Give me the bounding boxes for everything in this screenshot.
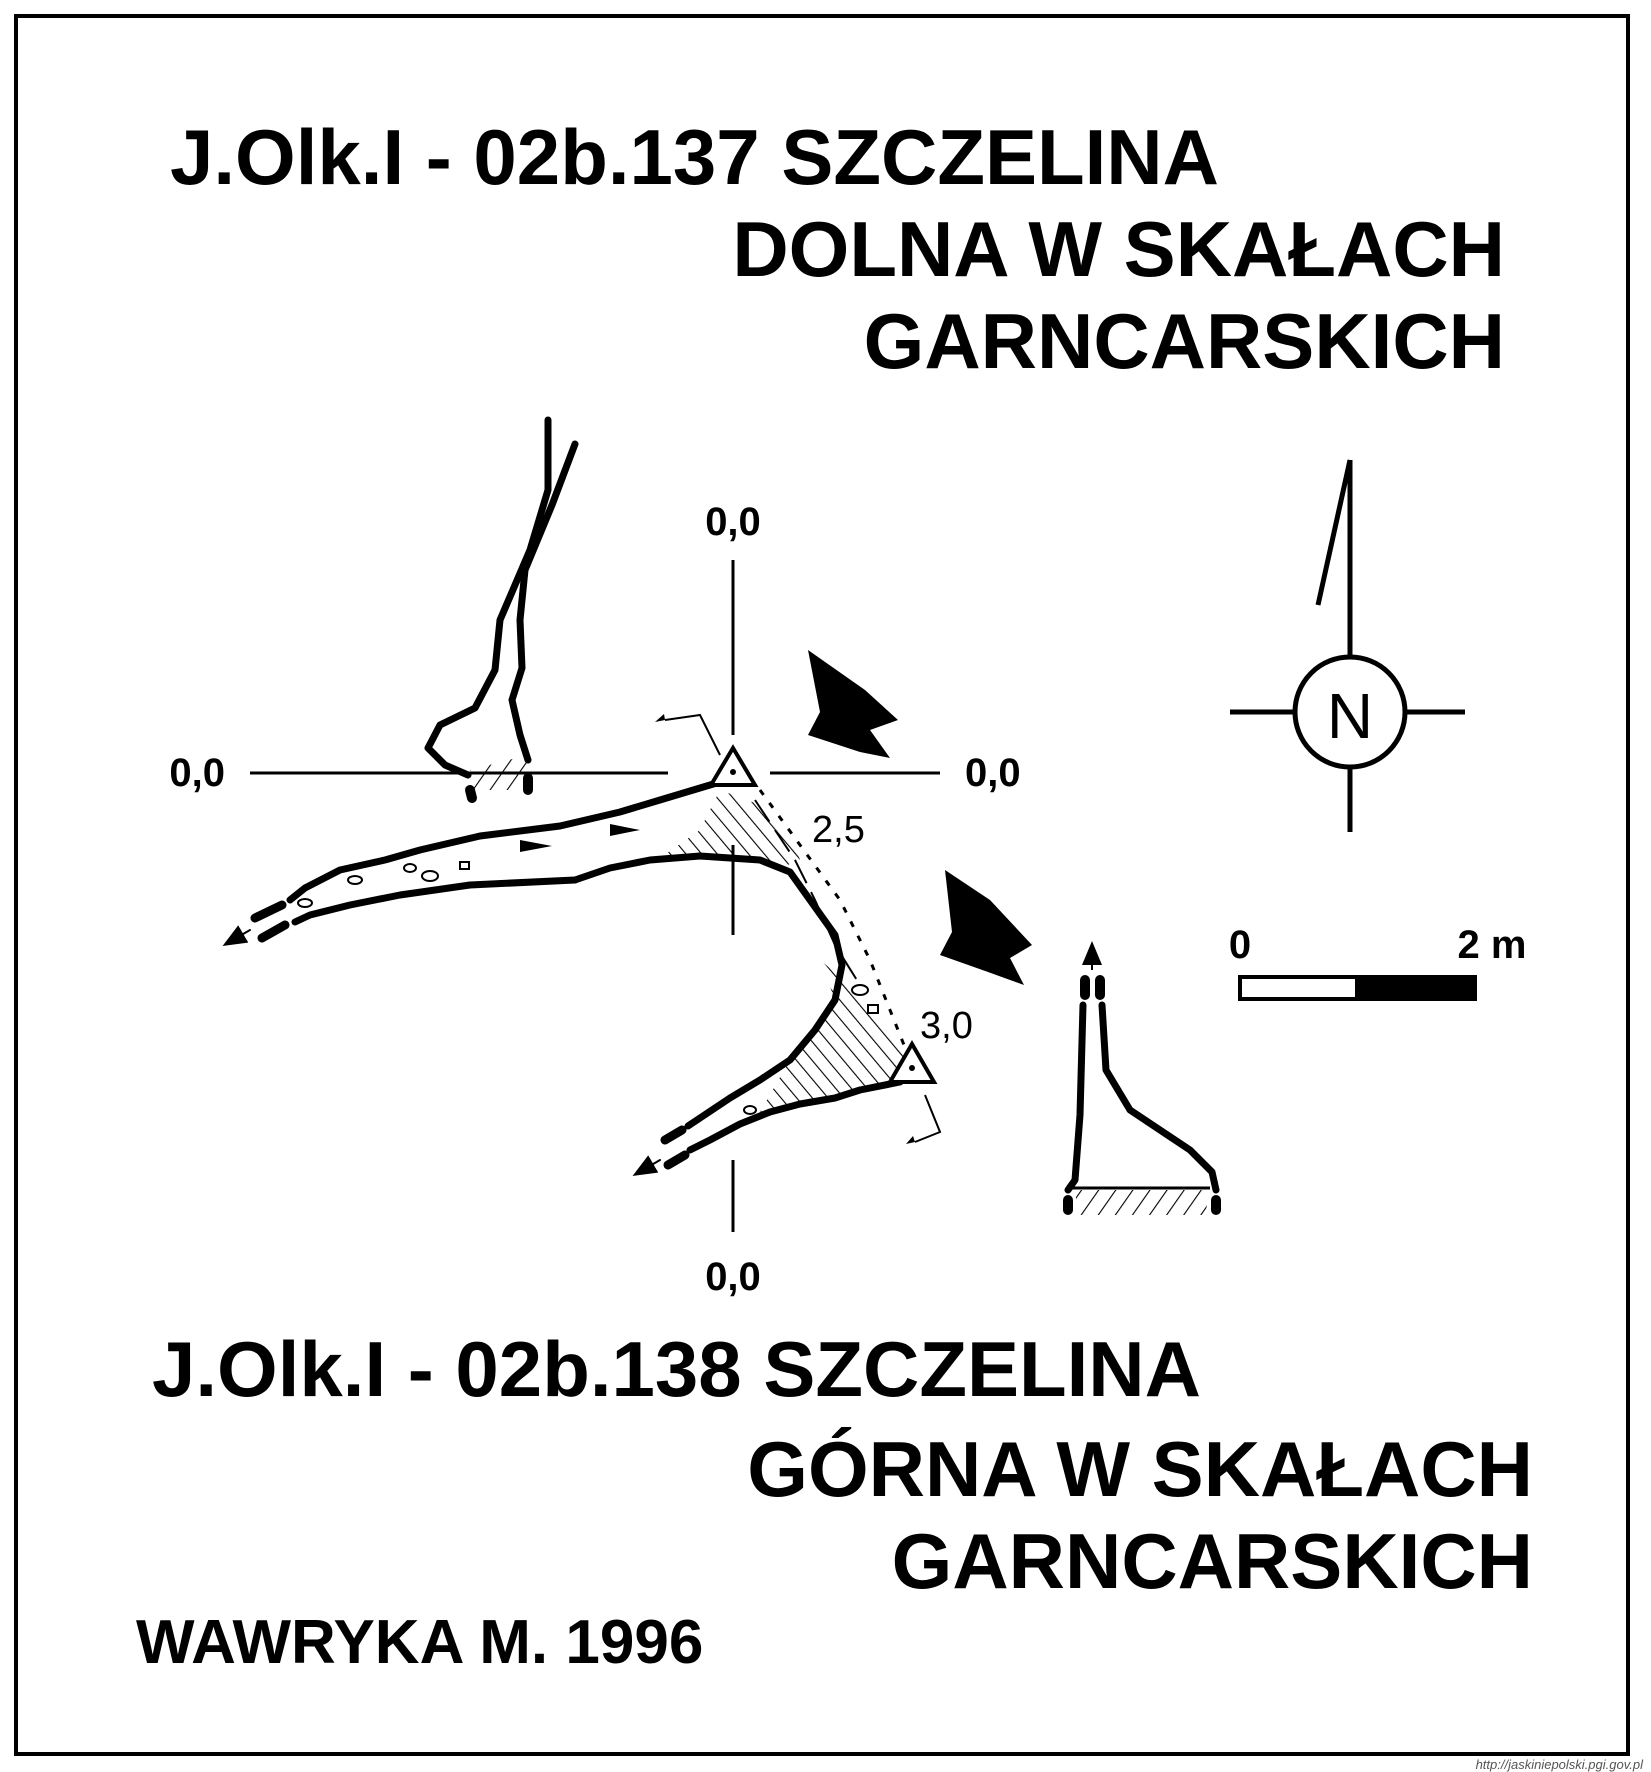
upper-cave-section xyxy=(424,416,579,803)
dashed-edge xyxy=(754,799,861,986)
rock-symbols xyxy=(297,861,879,1115)
lower-cave-title-line-2: GÓRNA W SKAŁACH xyxy=(747,1425,1533,1513)
upper-deposit-hatch xyxy=(660,790,800,868)
depth-label-lower: 3,0 xyxy=(920,1005,973,1047)
north-compass: N xyxy=(1230,459,1465,832)
axis-label-left: 0,0 xyxy=(169,751,225,795)
map-frame xyxy=(14,14,1630,1756)
entrance-lower-marker xyxy=(886,1040,942,1144)
author-credit: WAWRYKA M. 1996 xyxy=(136,1608,704,1677)
upper-cave-title-line-1: J.Olk.I - 02b.137 SZCZELINA xyxy=(170,113,1219,201)
passage-arrow-1 xyxy=(520,840,552,852)
north-arrow-icon xyxy=(1315,459,1353,606)
scale-end-label: 2 m xyxy=(1458,923,1527,967)
axis-label-right: 0,0 xyxy=(965,751,1021,795)
lower-cave-section xyxy=(1063,975,1221,1215)
scale-start-label: 0 xyxy=(1229,923,1251,967)
lower-cave-title-line-1: J.Olk.I - 02b.138 SZCZELINA xyxy=(152,1325,1201,1413)
lower-section-floor-hatch xyxy=(1075,1190,1210,1215)
depth-label-upper: 2,5 xyxy=(812,809,865,851)
lower-deposit-hatch xyxy=(760,960,920,1112)
north-label: N xyxy=(1327,680,1373,752)
entrance-pointer-arrow-lower xyxy=(940,870,1032,985)
axis-label-top: 0,0 xyxy=(705,500,761,544)
source-url: http://jaskiniepolski.pgi.gov.pl xyxy=(1475,1757,1643,1772)
cave-plan xyxy=(222,778,904,1177)
entrance-pointer-arrow-upper xyxy=(808,650,898,758)
upper-section-floor-hatch xyxy=(470,755,528,790)
scale-bar: 0 2 m xyxy=(1229,923,1527,1001)
entrance-upper-marker xyxy=(655,713,759,787)
passage-arrow-2 xyxy=(610,824,640,836)
upper-cave-title-line-3: GARNCARSKICH xyxy=(863,297,1505,385)
axis-label-bottom: 0,0 xyxy=(705,1255,761,1299)
lower-cave-title-line-3: GARNCARSKICH xyxy=(891,1517,1533,1605)
upper-cave-title-line-2: DOLNA W SKAŁACH xyxy=(732,205,1505,293)
